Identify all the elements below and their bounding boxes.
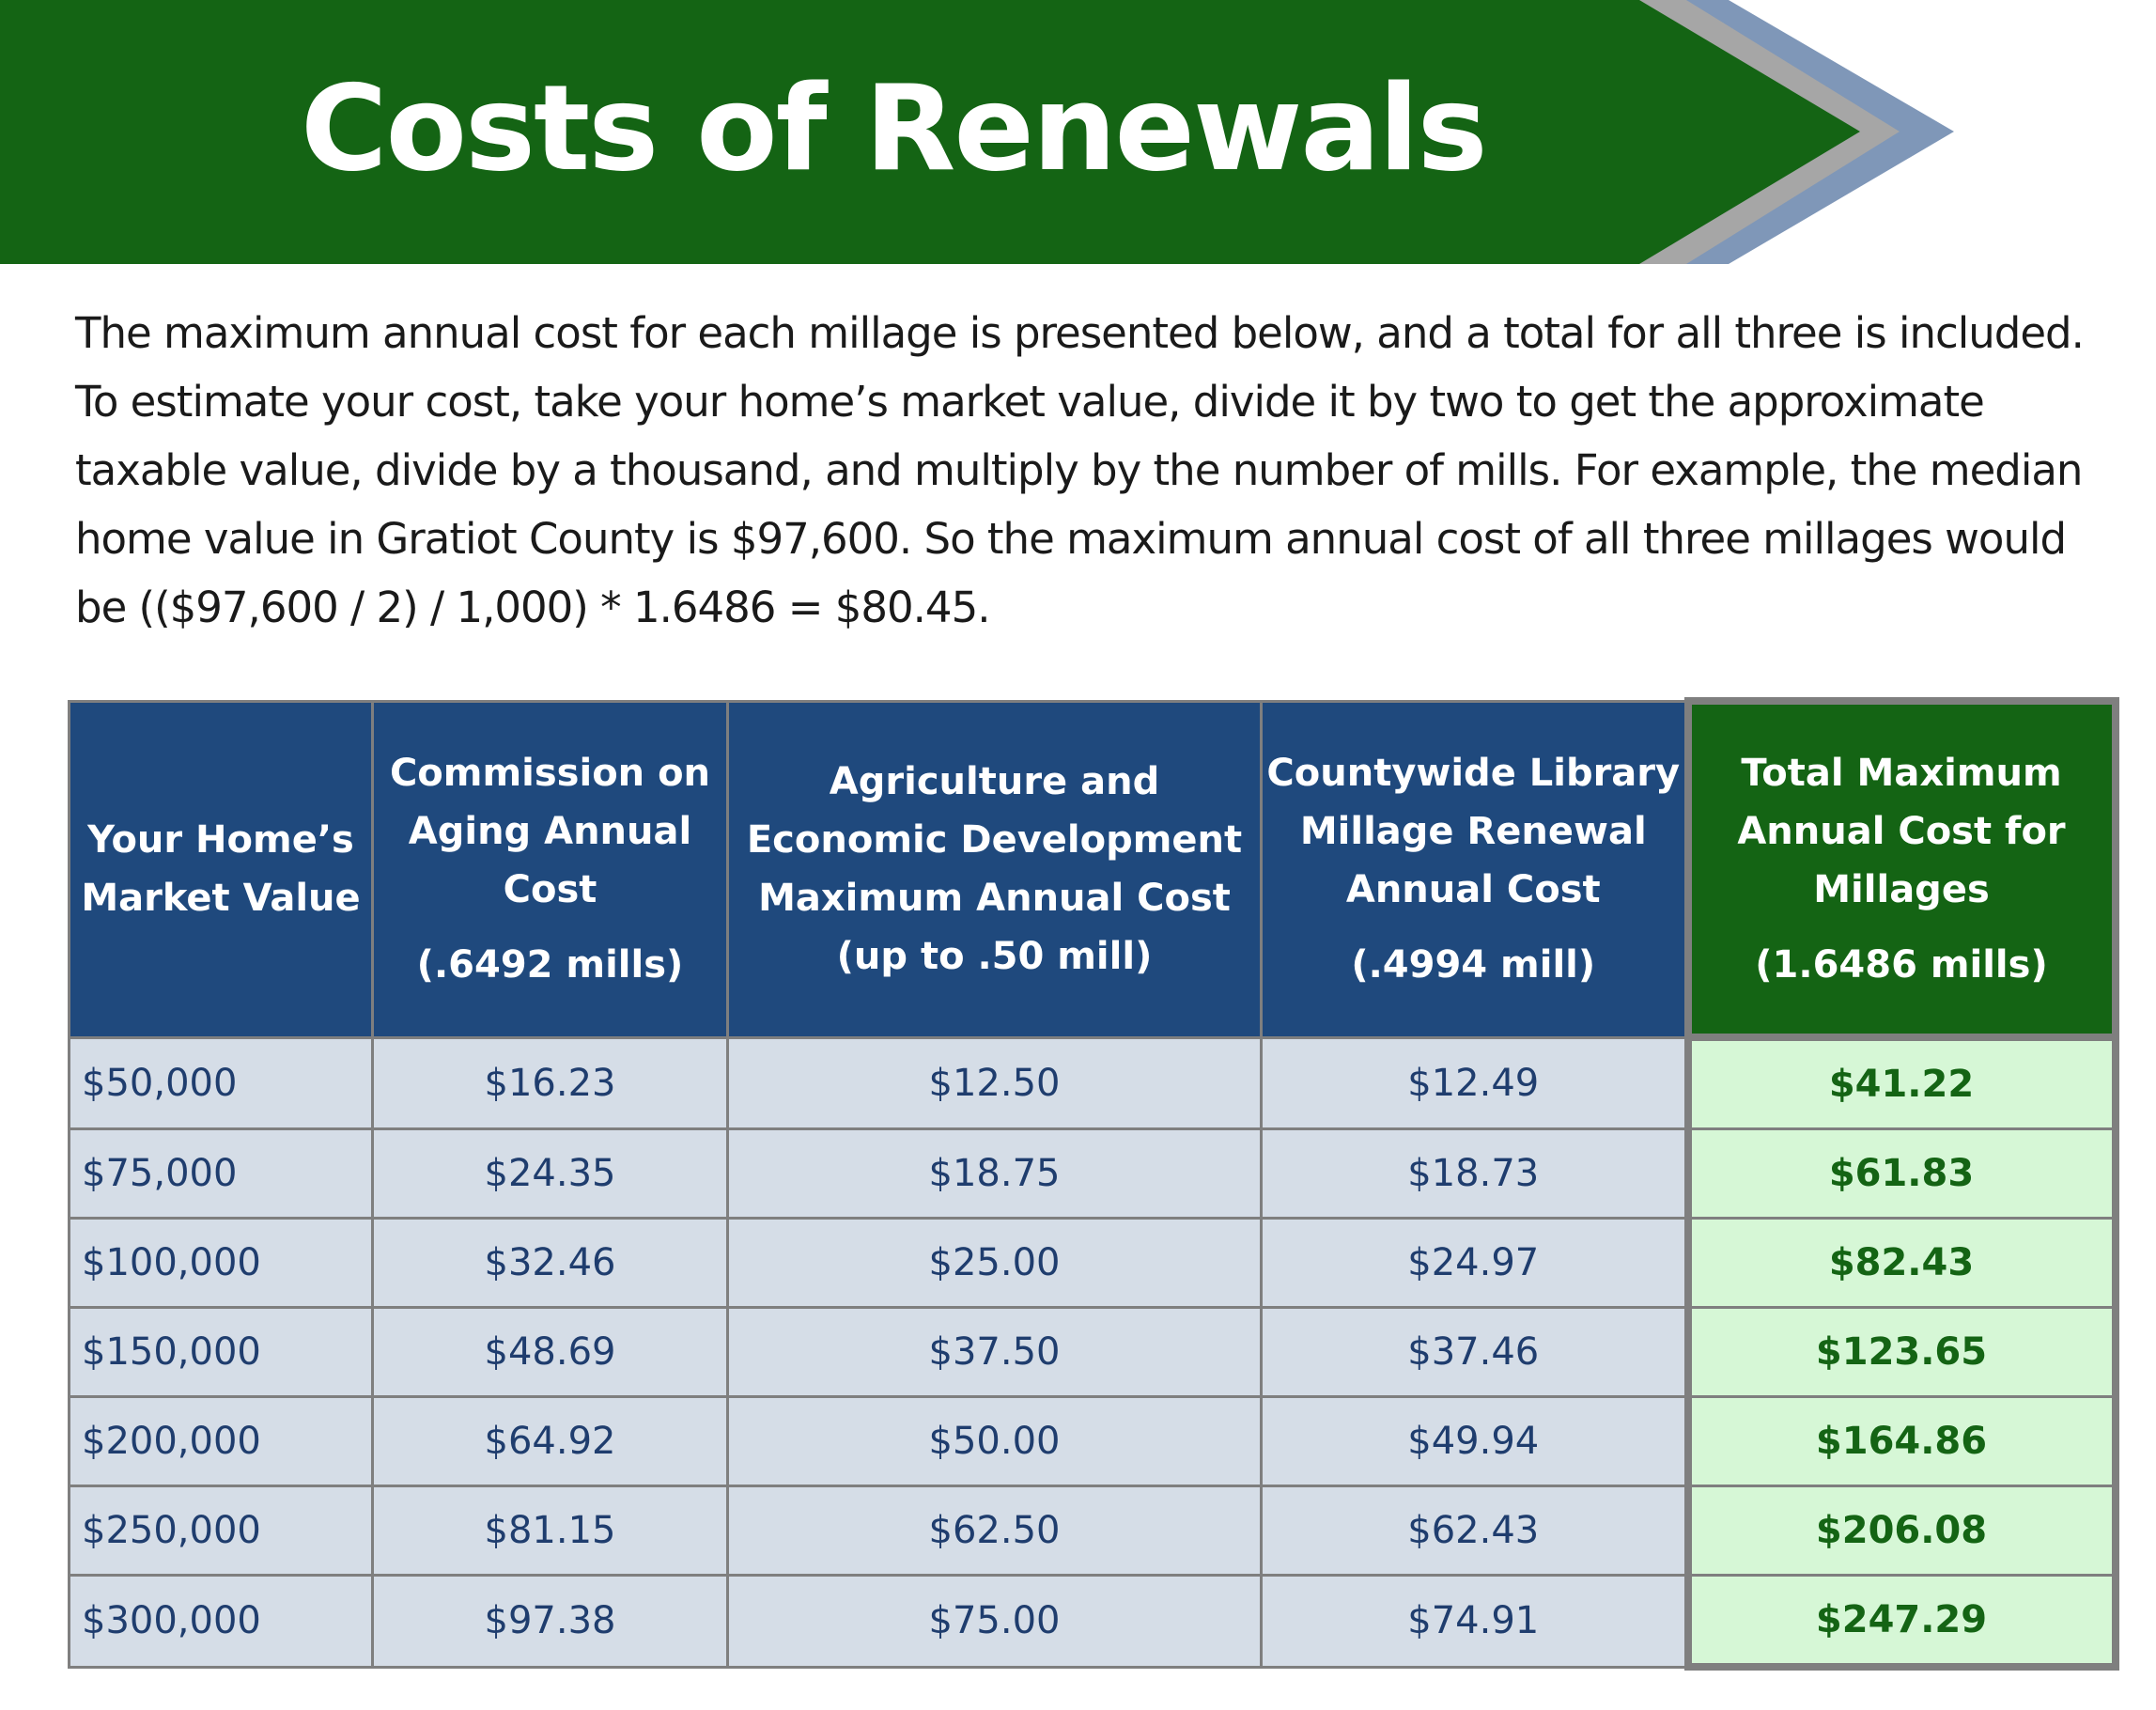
- cell-library-cost: $49.94: [1260, 1395, 1689, 1487]
- cell-agriculture-cost: $50.00: [726, 1395, 1263, 1487]
- header-agriculture-economic-development: Agriculture and Economic Development Max…: [726, 699, 1263, 1039]
- page-title: Costs of Renewals: [301, 59, 1488, 197]
- cell-library-cost: $37.46: [1260, 1306, 1689, 1398]
- header-line: Agriculture and: [829, 760, 1160, 803]
- cell-total-cost: $247.29: [1683, 1574, 2119, 1671]
- intro-line: home value in Gratiot County is $97,600.…: [75, 514, 2067, 564]
- header-commission-on-aging: Commission on Aging Annual Cost (.6492 m…: [371, 699, 729, 1039]
- header-mills: (up to .50 mill): [836, 935, 1153, 978]
- cell-aging-cost: $24.35: [371, 1127, 729, 1220]
- table-row: $50,000 $16.23 $12.50 $12.49 $41.22: [68, 1035, 2119, 1130]
- cell-total-cost: $164.86: [1683, 1395, 2119, 1487]
- table-row: $150,000 $48.69 $37.50 $37.46 $123.65: [68, 1306, 2119, 1398]
- cell-aging-cost: $32.46: [371, 1217, 729, 1309]
- cell-market-value: $150,000: [68, 1306, 374, 1398]
- header-line: Millages: [1813, 868, 1990, 911]
- header-line: Annual Cost for: [1737, 810, 2066, 853]
- header-line: Your Home’s: [87, 818, 354, 862]
- table-row: $200,000 $64.92 $50.00 $49.94 $164.86: [68, 1395, 2119, 1487]
- header-line: Aging Annual: [408, 810, 692, 853]
- header-line: Market Value: [81, 877, 361, 920]
- header-total-maximum: Total Maximum Annual Cost for Millages (…: [1683, 697, 2119, 1041]
- cell-market-value: $300,000: [68, 1574, 374, 1669]
- header-mills: (1.6486 mills): [1755, 943, 2048, 987]
- cell-market-value: $200,000: [68, 1395, 374, 1487]
- table-row: $75,000 $24.35 $18.75 $18.73 $61.83: [68, 1127, 2119, 1220]
- header-line: Economic Development: [746, 818, 1243, 862]
- cell-agriculture-cost: $12.50: [726, 1035, 1263, 1130]
- table-row: $300,000 $97.38 $75.00 $74.91 $247.29: [68, 1574, 2119, 1671]
- cell-aging-cost: $16.23: [371, 1035, 729, 1130]
- cell-agriculture-cost: $18.75: [726, 1127, 1263, 1220]
- cell-library-cost: $62.43: [1260, 1485, 1689, 1577]
- table-row: $250,000 $81.15 $62.50 $62.43 $206.08: [68, 1485, 2119, 1577]
- banner-arrow-graphic: [0, 0, 1954, 264]
- header-line: Annual Cost: [1345, 868, 1601, 911]
- header-line: Cost: [503, 868, 597, 911]
- intro-line: be (($97,600 / 2) / 1,000) * 1.6486 = $8…: [75, 583, 991, 632]
- cell-market-value: $250,000: [68, 1485, 374, 1577]
- header-countywide-library: Countywide Library Millage Renewal Annua…: [1260, 699, 1689, 1039]
- cell-library-cost: $74.91: [1260, 1574, 1689, 1669]
- cell-library-cost: $12.49: [1260, 1035, 1689, 1130]
- cell-aging-cost: $64.92: [371, 1395, 729, 1487]
- cell-total-cost: $206.08: [1683, 1485, 2119, 1577]
- cell-total-cost: $41.22: [1683, 1035, 2119, 1130]
- cell-library-cost: $24.97: [1260, 1217, 1689, 1309]
- intro-line: taxable value, divide by a thousand, and…: [75, 445, 2083, 495]
- header-line: Commission on: [389, 752, 711, 795]
- banner-green-band: [0, 0, 1860, 264]
- cell-agriculture-cost: $37.50: [726, 1306, 1263, 1398]
- table-header-row: Your Home’s Market Value Commission on A…: [68, 697, 2119, 1041]
- header-market-value: Your Home’s Market Value: [68, 699, 374, 1039]
- intro-line: The maximum annual cost for each millage…: [75, 308, 2085, 358]
- title-banner: Costs of Renewals: [0, 0, 2156, 264]
- intro-paragraph: The maximum annual cost for each millage…: [75, 299, 2086, 642]
- cell-market-value: $50,000: [68, 1035, 374, 1130]
- cell-aging-cost: $48.69: [371, 1306, 729, 1398]
- cell-market-value: $75,000: [68, 1127, 374, 1220]
- cell-aging-cost: $81.15: [371, 1485, 729, 1577]
- millage-cost-table: Your Home’s Market Value Commission on A…: [68, 697, 2119, 1671]
- header-mills: (.4994 mill): [1351, 943, 1596, 987]
- header-line: Millage Renewal: [1299, 810, 1647, 853]
- cell-total-cost: $61.83: [1683, 1127, 2119, 1220]
- header-line: Maximum Annual Cost: [758, 877, 1231, 920]
- header-line: Total Maximum: [1741, 752, 2062, 795]
- header-line: Countywide Library: [1266, 752, 1681, 795]
- cell-agriculture-cost: $25.00: [726, 1217, 1263, 1309]
- cell-total-cost: $123.65: [1683, 1306, 2119, 1398]
- cell-agriculture-cost: $62.50: [726, 1485, 1263, 1577]
- cell-market-value: $100,000: [68, 1217, 374, 1309]
- cell-library-cost: $18.73: [1260, 1127, 1689, 1220]
- header-mills: (.6492 mills): [416, 943, 684, 987]
- cell-agriculture-cost: $75.00: [726, 1574, 1263, 1669]
- intro-line: To estimate your cost, take your home’s …: [75, 377, 1985, 427]
- cell-total-cost: $82.43: [1683, 1217, 2119, 1309]
- table-row: $100,000 $32.46 $25.00 $24.97 $82.43: [68, 1217, 2119, 1309]
- cell-aging-cost: $97.38: [371, 1574, 729, 1669]
